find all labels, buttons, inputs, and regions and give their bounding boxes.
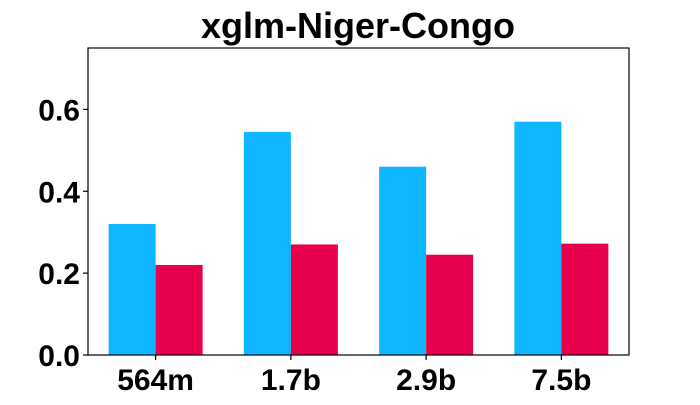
y-tick-label: 0.2 [38, 258, 80, 291]
bars-layer [108, 121, 609, 356]
bar-series-1-1.7b [243, 131, 291, 355]
x-tick-label: 564m [117, 364, 194, 397]
y-axis: 0.0 0.2 0.4 0.6 [38, 94, 88, 373]
y-tick-label: 0.6 [38, 94, 80, 127]
bar-series-2-7.5b [561, 243, 609, 355]
x-tick-label: 7.5b [531, 364, 591, 397]
plot-frame [87, 47, 630, 356]
x-tick-label: 2.9b [396, 364, 456, 397]
bar-series-2-564m [155, 264, 203, 355]
bar-series-1-7.5b [514, 121, 562, 356]
chart-title: xglm-Niger-Congo [201, 5, 515, 46]
bar-series-2-1.7b [290, 244, 338, 355]
bar-series-2-2.9b [426, 254, 474, 355]
y-tick-label: 0.4 [38, 176, 80, 209]
x-tick-label: 1.7b [261, 364, 321, 397]
x-axis: 564m 1.7b 2.9b 7.5b [117, 355, 591, 397]
bar-series-1-2.9b [379, 166, 427, 355]
y-tick-label: 0.0 [38, 340, 80, 373]
bar-series-1-564m [108, 224, 156, 355]
